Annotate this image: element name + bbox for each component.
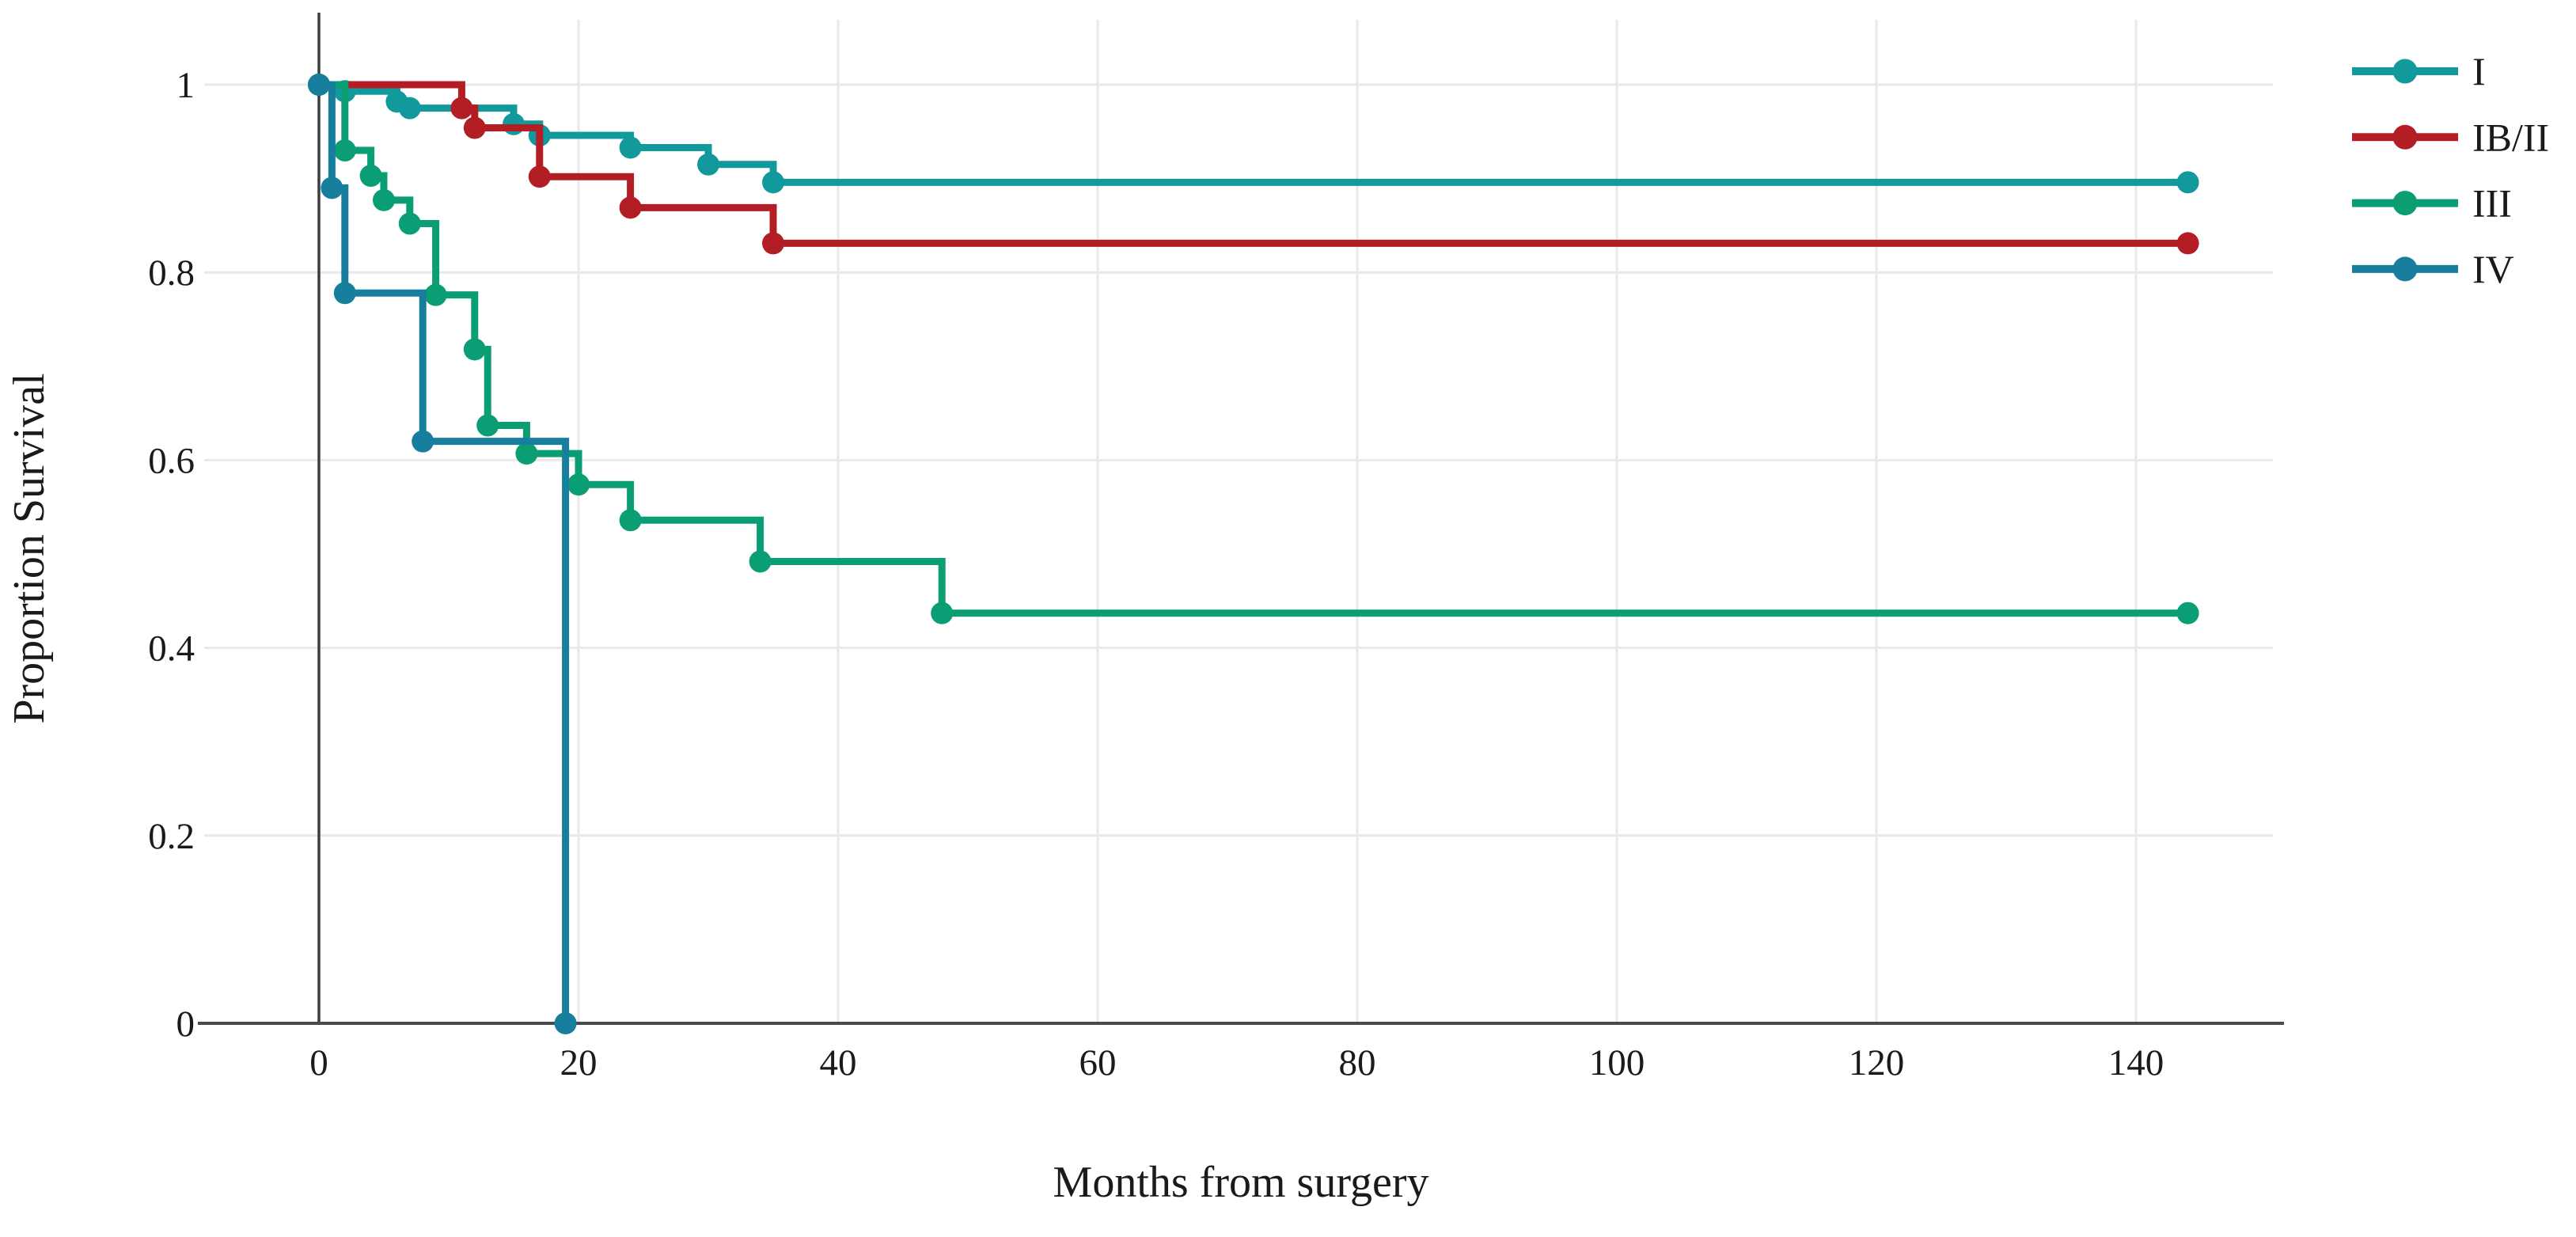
data-point-marker (619, 509, 642, 532)
y-tick-label: 1 (176, 65, 195, 106)
data-point-marker (515, 442, 538, 465)
x-tick-label: 0 (309, 1042, 328, 1083)
x-tick-label: 20 (560, 1042, 598, 1083)
tick-labels: 0 0.2 0.4 0.6 0.8 1 0 20 40 60 80 100 120 140 (148, 65, 2164, 1083)
data-point-marker (321, 176, 343, 199)
legend-swatch-marker (2392, 59, 2418, 84)
y-tick-label: 0.8 (148, 252, 195, 294)
x-axis-title: Months from surgery (1053, 1158, 1429, 1207)
y-tick-label: 0.4 (148, 628, 195, 670)
data-point-marker (762, 232, 784, 255)
data-point-marker (749, 550, 772, 573)
y-tick-label: 0.6 (148, 440, 195, 481)
x-tick-label: 40 (820, 1042, 857, 1083)
series-ib-ii (308, 74, 2199, 255)
axes (198, 13, 2284, 1025)
data-point-marker (398, 212, 421, 235)
data-point-marker (463, 338, 486, 361)
series-iii-line (319, 81, 2188, 617)
data-point-marker (463, 116, 486, 139)
series-i-line (319, 81, 2188, 186)
legend-item-iv: IV (2352, 247, 2514, 291)
data-point-marker (619, 196, 642, 219)
x-tick-label: 140 (2108, 1042, 2164, 1083)
x-tick-label: 80 (1339, 1042, 1376, 1083)
data-point-marker (476, 414, 499, 437)
data-point-marker (554, 1012, 577, 1034)
series-iii (308, 74, 2199, 624)
legend-item-ib-ii: IB/II (2352, 115, 2549, 159)
y-axis-title: Proportion Survival (5, 373, 54, 723)
data-point-marker (398, 97, 421, 120)
gridlines (204, 20, 2273, 1023)
data-point-marker (762, 171, 784, 194)
data-point-marker (503, 112, 525, 135)
data-point-marker (424, 283, 447, 306)
series-ib-ii-line (319, 81, 2188, 247)
legend-label: III (2472, 181, 2512, 226)
data-point-marker (333, 139, 356, 162)
data-point-marker (567, 473, 590, 496)
data-point-marker (359, 165, 382, 188)
series-iv-line (319, 81, 570, 1023)
x-tick-label: 120 (1849, 1042, 1905, 1083)
data-point-marker (619, 136, 642, 159)
y-tick-label: 0 (176, 1004, 195, 1045)
legend-swatch-marker (2392, 256, 2418, 282)
x-tick-label: 100 (1589, 1042, 1645, 1083)
x-tick-label: 60 (1079, 1042, 1117, 1083)
y-tick-label: 0.2 (148, 816, 195, 857)
legend-item-iii: III (2352, 181, 2512, 226)
data-point-marker (2176, 232, 2199, 255)
legend-label: IB/II (2472, 115, 2549, 159)
data-point-marker (931, 601, 954, 624)
data-point-marker (2176, 601, 2199, 624)
legend-label: IV (2472, 247, 2514, 291)
data-point-marker (373, 188, 395, 211)
data-point-marker (308, 74, 330, 96)
series-iv (308, 74, 577, 1034)
data-point-marker (450, 97, 473, 120)
legend-item-i: I (2352, 49, 2486, 93)
data-point-marker (412, 430, 434, 453)
series-curves (308, 74, 2199, 1034)
data-point-marker (333, 282, 356, 305)
data-point-marker (528, 165, 551, 188)
legend-swatch-marker (2392, 191, 2418, 216)
legend-swatch-marker (2392, 124, 2418, 150)
legend: I IB/II III IV (2352, 49, 2549, 291)
data-point-marker (2176, 171, 2199, 194)
data-point-marker (697, 153, 719, 176)
legend-label: I (2472, 49, 2486, 93)
